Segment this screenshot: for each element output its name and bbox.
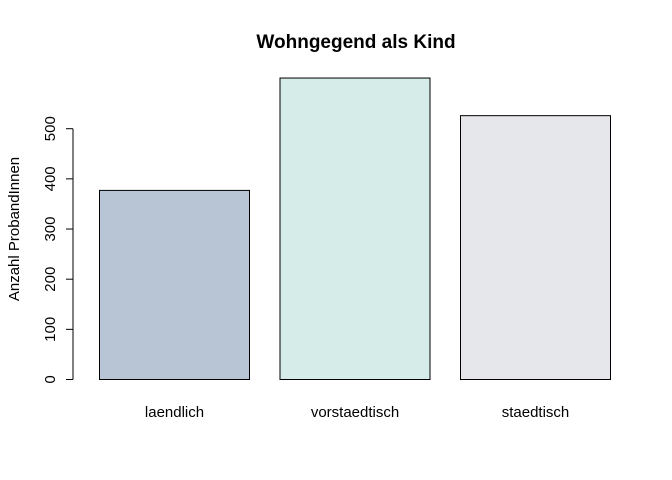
x-tick-label-laendlich: laendlich xyxy=(145,404,204,421)
bars xyxy=(99,77,611,381)
x-axis-labels: laendlich vorstaedtisch staedtisch xyxy=(145,404,569,421)
y-tick-label-200: 200 xyxy=(42,267,59,292)
y-tick-label-500: 500 xyxy=(42,116,59,141)
chart-title: Wohngegend als Kind xyxy=(256,32,455,53)
y-axis-label: Anzahl ProbandInnen xyxy=(6,157,23,301)
y-axis: 0 100 200 300 400 500 xyxy=(42,116,74,384)
x-tick-label-staedtisch: staedtisch xyxy=(502,404,570,421)
y-tick-label-0: 0 xyxy=(42,375,59,383)
y-tick-label-100: 100 xyxy=(42,317,59,342)
y-tick-label-400: 400 xyxy=(42,166,59,191)
bar-staedtisch xyxy=(460,115,611,381)
bar-laendlich xyxy=(99,189,250,380)
bar-vorstaedtisch xyxy=(279,77,431,381)
x-tick-label-vorstaedtisch: vorstaedtisch xyxy=(311,404,399,421)
y-tick-label-300: 300 xyxy=(42,217,59,242)
